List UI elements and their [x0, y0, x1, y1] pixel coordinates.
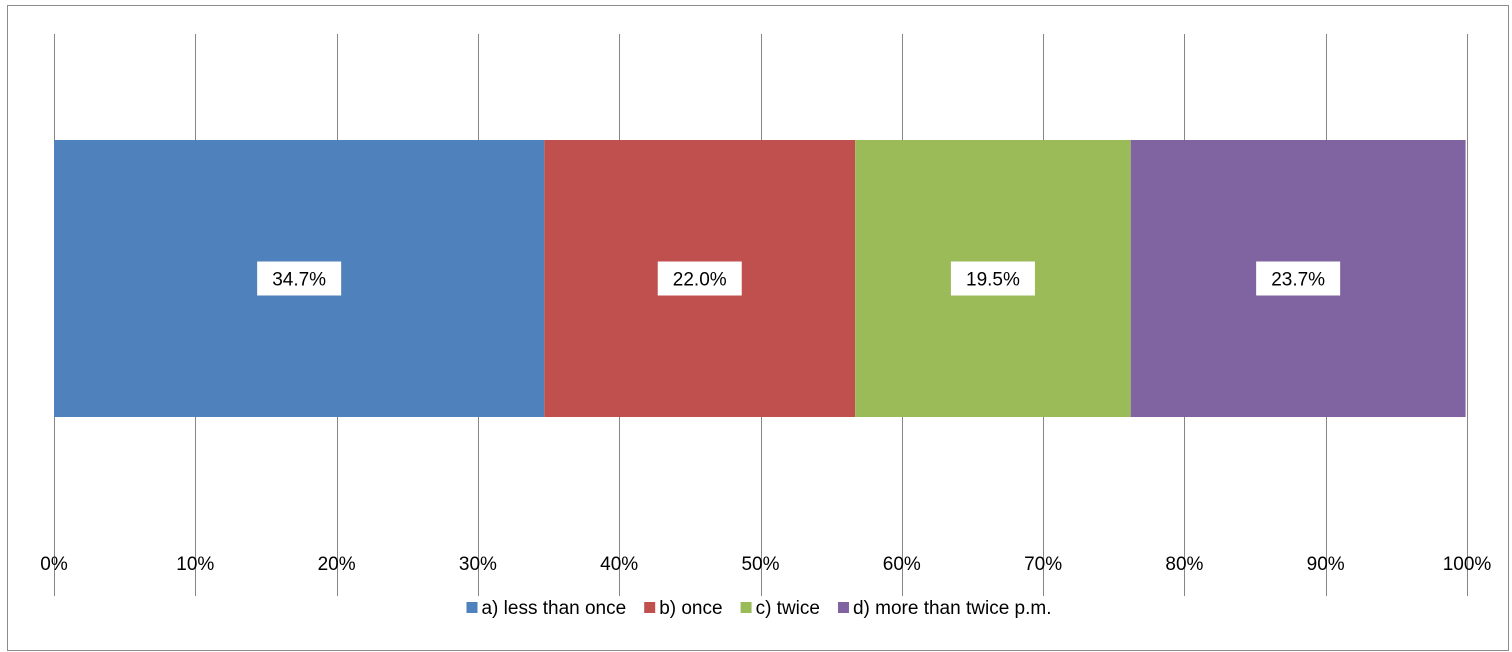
x-tick-label-3: 30%	[459, 554, 497, 575]
x-axis-tick-labels: 0% 10% 20% 30% 40% 50% 60% 70% 80% 90% 100%	[40, 554, 1491, 575]
legend-swatch-3	[740, 602, 752, 613]
x-tick-label-10: 100%	[1443, 554, 1492, 575]
legend-swatch-1	[466, 602, 478, 613]
legend-label-4: d) more than twice p.m.	[853, 598, 1052, 619]
x-tick-label-6: 60%	[883, 554, 921, 575]
data-label-box-3	[950, 261, 1035, 296]
data-label-box-1	[257, 261, 342, 296]
data-label-4: 23.7%	[1271, 270, 1325, 291]
x-tick-label-1: 10%	[176, 554, 214, 575]
x-tick-label-4: 40%	[600, 554, 638, 575]
x-tick-label-8: 80%	[1165, 554, 1203, 575]
x-tick-label-2: 20%	[318, 554, 356, 575]
legend-swatch-4	[837, 602, 849, 613]
chart-svg: 34.7% 22.0% 19.5% 23.7% 0% 10% 20% 30% 40% 50% 60…	[40, 34, 1491, 619]
chart-frame: 34.7% 22.0% 19.5% 23.7% 0% 10% 20% 30% 40% 50% 60…	[7, 5, 1509, 651]
data-label-box-2	[657, 261, 742, 296]
data-label-3: 19.5%	[966, 270, 1020, 291]
legend-label-2: b) once	[659, 598, 722, 619]
legend: a) less than once b) once c) twice d) more …	[466, 598, 1052, 619]
data-labels: 34.7% 22.0% 19.5% 23.7%	[257, 261, 1341, 296]
legend-label-1: a) less than once	[481, 598, 626, 619]
x-tick-label-7: 70%	[1024, 554, 1062, 575]
legend-swatch-2	[644, 602, 656, 613]
x-tick-label-9: 90%	[1307, 554, 1345, 575]
data-label-2: 22.0%	[673, 270, 727, 291]
legend-label-3: c) twice	[756, 598, 820, 619]
x-tick-label-5: 50%	[741, 554, 779, 575]
data-label-box-4	[1256, 261, 1341, 296]
data-label-1: 34.7%	[272, 270, 326, 291]
x-tick-label-0: 0%	[40, 554, 68, 575]
